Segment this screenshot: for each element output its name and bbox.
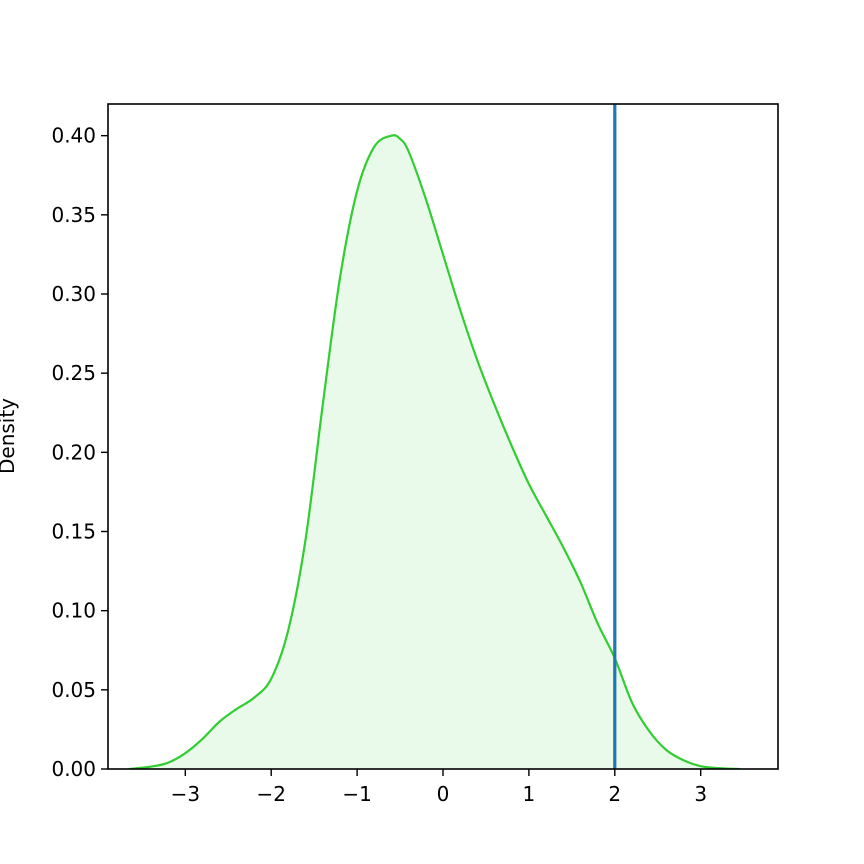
x-tick-label: 1 bbox=[523, 782, 536, 806]
axes-frame bbox=[107, 103, 779, 770]
x-tick-label: 3 bbox=[694, 782, 707, 806]
y-tick-label: 0.25 bbox=[51, 361, 96, 385]
density-line-0 bbox=[128, 134, 741, 769]
y-tick-label: 0.20 bbox=[51, 440, 96, 464]
y-tick-label: 0.00 bbox=[51, 757, 96, 781]
y-tick-label: 0.30 bbox=[51, 282, 96, 306]
x-tick-label: 2 bbox=[608, 782, 621, 806]
density-fill-0 bbox=[129, 135, 740, 769]
axes-ticks: −3 −2 −1 0 1 2 3 0.00 0.05 0.10 0.15 0.20 0.25 0.30 0.… bbox=[51, 124, 707, 806]
clipped-plot bbox=[128, 104, 741, 769]
y-tick-label: 0.40 bbox=[51, 124, 96, 148]
y-tick-label: 0.35 bbox=[51, 203, 96, 227]
x-tick-label: 0 bbox=[437, 782, 450, 806]
x-tick-label: −1 bbox=[342, 782, 371, 806]
x-tick-label: −3 bbox=[171, 782, 200, 806]
x-tick-label: −2 bbox=[256, 782, 285, 806]
y-tick-label: 0.10 bbox=[51, 599, 96, 623]
y-tick-label: 0.05 bbox=[51, 678, 96, 702]
y-axis-label: Density bbox=[0, 398, 19, 474]
y-tick-label: 0.15 bbox=[51, 520, 96, 544]
plot-area bbox=[128, 104, 741, 769]
